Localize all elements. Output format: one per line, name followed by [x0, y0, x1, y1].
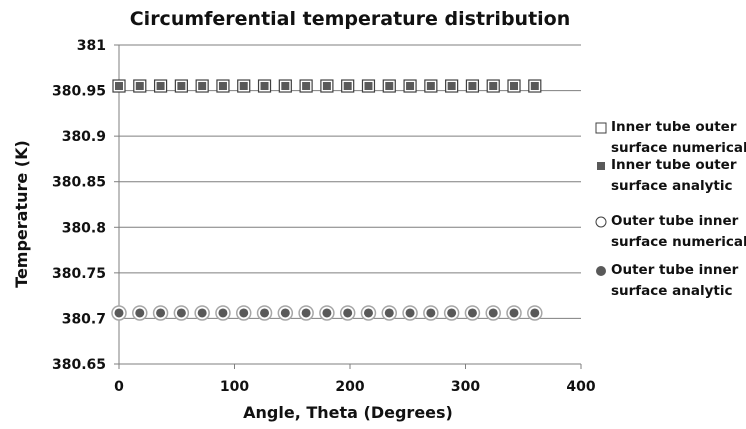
y-tick-label: 380.75: [52, 266, 106, 282]
data-point: [384, 308, 394, 318]
data-point: [135, 308, 145, 318]
x-tick-label: 0: [114, 379, 124, 395]
data-point: [405, 308, 415, 318]
data-point: [218, 308, 228, 318]
data-point: [135, 82, 144, 91]
legend-label-line2: surface analytic: [611, 283, 733, 299]
y-tick-label: 380.85: [52, 175, 106, 191]
data-point: [176, 308, 186, 318]
x-tick-label: 300: [451, 379, 480, 395]
data-point: [467, 308, 477, 318]
data-point: [280, 308, 290, 318]
legend-marker: [595, 216, 607, 228]
chart-title: Circumferential temperature distribution: [130, 8, 571, 30]
y-tick-label: 380.8: [62, 220, 106, 236]
data-point: [281, 82, 290, 91]
x-tick-labels: 0 100 200 300 400: [114, 379, 596, 395]
data-point: [426, 82, 435, 91]
data-point: [218, 82, 227, 91]
data-point: [177, 82, 186, 91]
data-point: [406, 82, 415, 91]
y-tick-label: 380.7: [62, 311, 106, 327]
legend-marker: [596, 266, 606, 276]
data-point: [510, 82, 519, 91]
data-point: [156, 308, 166, 318]
data-point: [447, 308, 457, 318]
data-point: [530, 82, 539, 91]
data-point: [198, 82, 207, 91]
data-points: [111, 79, 543, 321]
data-point: [426, 308, 436, 318]
data-point: [343, 308, 353, 318]
data-point: [489, 82, 498, 91]
y-tick-labels: 380.65 380.7 380.75 380.8 380.85 380.9 380.95 3…: [52, 38, 106, 373]
y-tick-label: 380.9: [62, 129, 106, 145]
data-point: [343, 82, 352, 91]
series-4: [114, 308, 540, 318]
legend-label-line2: surface numerical: [611, 234, 746, 250]
data-point: [302, 82, 311, 91]
data-point: [364, 82, 373, 91]
data-point: [260, 308, 270, 318]
data-point: [114, 308, 124, 318]
legend-label-line2: surface analytic: [611, 178, 733, 194]
legend-label-line1: Outer tube inner: [611, 262, 739, 278]
data-point: [363, 308, 373, 318]
legend-label-line1: Outer tube inner: [611, 213, 739, 229]
data-point: [301, 308, 311, 318]
y-tick-label: 380.95: [52, 84, 106, 100]
data-point: [322, 308, 332, 318]
y-tick-label: 380.65: [52, 357, 106, 373]
x-tick-label: 200: [335, 379, 364, 395]
data-point: [115, 82, 123, 91]
data-point: [197, 308, 207, 318]
legend-item: Outer tube inner surface analytic: [596, 262, 739, 299]
data-point: [468, 82, 477, 91]
data-point: [239, 82, 248, 91]
legend-item: Inner tube outer surface numerical: [595, 119, 746, 156]
legend-label-line2: surface numerical: [611, 140, 746, 156]
legend-marker: [595, 122, 607, 134]
x-tick-label: 400: [566, 379, 595, 395]
y-axis-label: Temperature (K): [12, 140, 31, 288]
data-point: [239, 308, 249, 318]
series-2: [115, 82, 539, 91]
legend-item: Inner tube outer surface analytic: [597, 157, 737, 194]
data-point: [260, 82, 269, 91]
data-point: [530, 308, 540, 318]
x-axis-label: Angle, Theta (Degrees): [243, 403, 453, 422]
data-point: [385, 82, 394, 91]
legend-item: Outer tube inner surface numerical: [595, 213, 746, 250]
data-point: [322, 82, 331, 91]
data-point: [447, 82, 456, 91]
y-tick-label: 381: [77, 38, 106, 54]
data-point: [509, 308, 519, 318]
data-point: [156, 82, 165, 91]
x-tick-label: 100: [220, 379, 249, 395]
legend-label-line1: Inner tube outer: [611, 157, 737, 173]
legend-marker: [597, 162, 605, 170]
data-point: [488, 308, 498, 318]
legend-label-line1: Inner tube outer: [611, 119, 737, 135]
